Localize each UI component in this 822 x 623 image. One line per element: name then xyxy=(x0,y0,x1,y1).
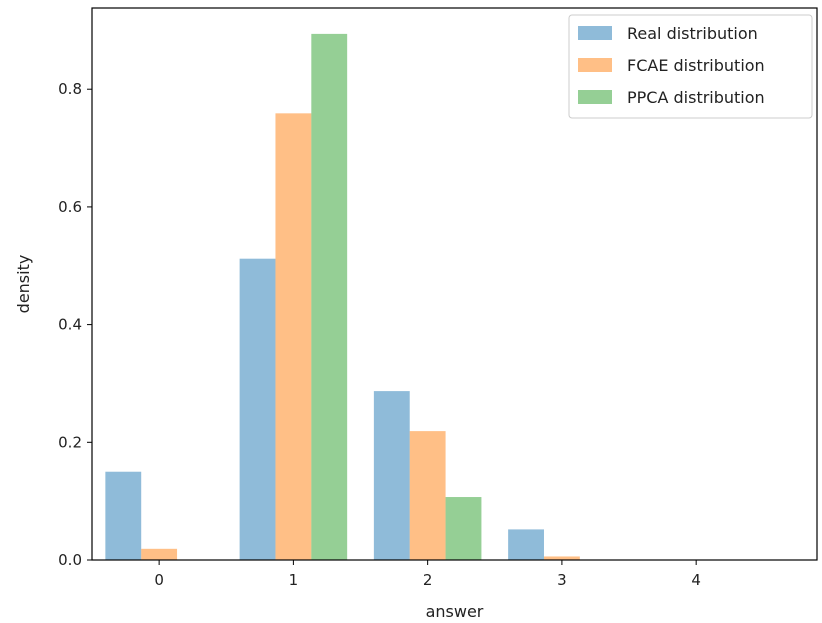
x-tick-label: 3 xyxy=(557,571,567,589)
legend-label: FCAE distribution xyxy=(627,56,765,75)
x-tick-label: 1 xyxy=(289,571,299,589)
x-tick-label: 2 xyxy=(423,571,433,589)
legend-label: PPCA distribution xyxy=(627,88,765,107)
bars-layer xyxy=(105,33,580,561)
bar-ppca-2 xyxy=(445,497,482,560)
x-axis-label: answer xyxy=(426,602,484,621)
bar-real-1 xyxy=(239,258,276,560)
y-tick-label: 0.4 xyxy=(58,316,82,334)
bar-fcae-2 xyxy=(409,431,446,560)
bar-real-0 xyxy=(105,471,142,560)
legend: Real distribution FCAE distribution PPCA d… xyxy=(568,14,813,119)
legend-swatch xyxy=(578,26,612,40)
plot-frame xyxy=(91,7,818,561)
legend-swatch xyxy=(578,58,612,72)
x-tick-label: 4 xyxy=(691,571,701,589)
y-tick-label: 0.0 xyxy=(58,551,82,569)
ticks-layer: 0.0 0.2 0.4 0.6 0.8 0 1 2 3 4 xyxy=(58,80,701,589)
y-axis-label: density xyxy=(14,255,33,314)
legend-label: Real distribution xyxy=(627,24,758,43)
legend-swatch xyxy=(578,90,612,104)
y-tick-label: 0.6 xyxy=(58,198,82,216)
legend-box xyxy=(568,14,813,119)
bar-fcae-0 xyxy=(141,548,178,560)
bar-fcae-3 xyxy=(543,556,580,560)
y-tick-label: 0.8 xyxy=(58,80,82,98)
bar-real-2 xyxy=(373,391,410,560)
y-tick-label: 0.2 xyxy=(58,433,82,451)
bar-ppca-1 xyxy=(311,33,348,561)
bar-fcae-1 xyxy=(275,113,312,560)
x-tick-label: 0 xyxy=(154,571,164,589)
bar-real-3 xyxy=(508,529,544,560)
